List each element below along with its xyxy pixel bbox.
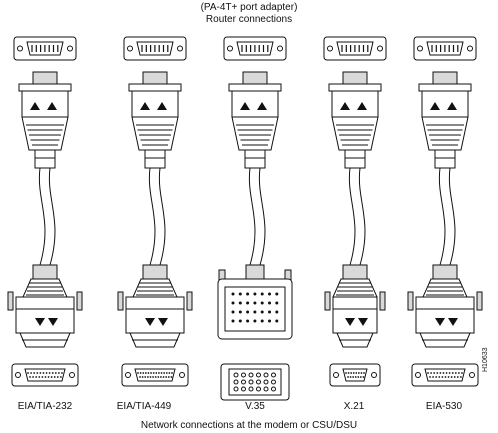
cable-assembly-2 xyxy=(117,36,193,387)
cable-body xyxy=(38,167,56,266)
network-plug-icon xyxy=(217,264,293,340)
network-port-icon xyxy=(220,363,290,401)
router-port-icon xyxy=(123,36,187,61)
cable-label-eia-530: EIA-530 xyxy=(425,401,463,412)
router-port-icon xyxy=(413,36,477,61)
cable-label-eia-tia-232: EIA/TIA-232 xyxy=(17,401,73,412)
title-line-2: Router connections xyxy=(205,14,293,25)
router-plug-icon xyxy=(418,71,472,169)
router-plug-icon xyxy=(128,71,182,169)
router-plug-icon xyxy=(18,71,72,169)
router-plug-icon xyxy=(228,71,282,169)
cable-assembly-3 xyxy=(217,36,293,401)
router-plug-icon xyxy=(328,71,382,169)
network-port-icon xyxy=(121,363,189,387)
network-port-icon xyxy=(411,363,479,387)
cable-assembly-4 xyxy=(323,36,387,387)
cable-body xyxy=(248,167,266,266)
cable-body xyxy=(348,167,366,266)
network-port-icon xyxy=(329,363,381,387)
network-port-icon xyxy=(11,363,79,387)
title-line-1: (PA-4T+ port adapter) xyxy=(200,2,298,13)
figure-id: H10633 xyxy=(482,347,489,372)
network-plug-icon xyxy=(324,264,386,348)
network-plug-icon xyxy=(117,264,193,348)
network-caption: Network connections at the modem or CSU/… xyxy=(140,420,358,431)
router-port-icon xyxy=(323,36,387,61)
router-port-icon xyxy=(13,36,77,61)
cable-body xyxy=(438,167,456,266)
cable-label-eia-tia-449: EIA/TIA-449 xyxy=(116,401,172,412)
cable-assembly-5 xyxy=(407,36,483,387)
cable-label-x21: X.21 xyxy=(343,401,365,412)
cable-body xyxy=(148,167,166,266)
network-plug-icon xyxy=(7,264,83,348)
router-port-icon xyxy=(223,36,287,61)
cable-label-v35: V.35 xyxy=(245,401,265,412)
cable-assembly-1 xyxy=(7,36,83,387)
network-plug-icon xyxy=(407,264,483,348)
